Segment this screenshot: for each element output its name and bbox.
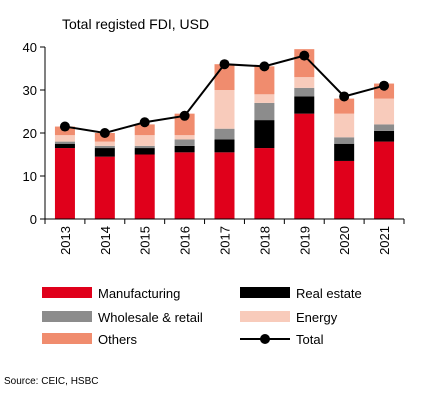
bar-segment-wholesale-retail xyxy=(374,124,395,131)
bar-segment-energy xyxy=(214,90,235,129)
bar-segment-wholesale-retail xyxy=(254,102,275,121)
legend-swatch xyxy=(42,333,92,344)
total-point xyxy=(99,128,110,138)
y-tick-label: 0 xyxy=(30,212,37,227)
total-point xyxy=(59,121,70,132)
bar-segment-manufacturing xyxy=(54,148,75,219)
bar-segment-energy xyxy=(374,98,395,125)
bar-segment-real-estate xyxy=(214,139,235,153)
bar-segment-manufacturing xyxy=(334,160,355,219)
x-tick-label: 2013 xyxy=(58,226,73,255)
y-axis: 0 10 20 30 40 xyxy=(23,40,46,227)
total-point xyxy=(339,91,350,102)
bar-segment-energy xyxy=(134,135,155,146)
legend-label: Others xyxy=(98,332,138,347)
total-point xyxy=(179,110,190,121)
x-tick-label: 2018 xyxy=(257,226,272,255)
bar-segment-real-estate xyxy=(174,145,195,153)
bar-segment-real-estate xyxy=(254,120,275,149)
x-tick-label: 2019 xyxy=(297,226,312,255)
y-tick-label: 10 xyxy=(23,169,37,184)
legend-label: Energy xyxy=(296,310,338,325)
bar-segment-others xyxy=(134,124,155,136)
bar-segment-others xyxy=(254,66,275,95)
chart-title: Total registed FDI, USD xyxy=(62,16,209,32)
bar-segment-energy xyxy=(94,141,115,146)
bar-segment-wholesale-retail xyxy=(134,145,155,149)
x-tick-label: 2015 xyxy=(138,226,153,255)
legend-line-marker xyxy=(260,334,270,344)
bar-segment-others xyxy=(334,98,355,114)
legend-label: Wholesale & retail xyxy=(98,310,203,325)
legend-label: Real estate xyxy=(296,286,362,301)
bar-segment-wholesale-retail xyxy=(334,137,355,144)
legend-label: Total xyxy=(296,332,324,347)
legend: Manufacturing Real estate Wholesale & reta… xyxy=(42,286,362,347)
bar-segment-real-estate xyxy=(54,143,75,149)
bar-segment-manufacturing xyxy=(374,141,395,219)
bar-segment-real-estate xyxy=(134,148,155,155)
legend-swatch xyxy=(240,311,290,322)
legend-swatch xyxy=(42,287,92,298)
bar-segment-manufacturing xyxy=(94,156,115,219)
bar-segment-manufacturing xyxy=(134,154,155,219)
bar-segment-wholesale-retail xyxy=(214,128,235,140)
x-axis: 2013 2014 2015 2016 2017 2018 2019 2020 2021 xyxy=(44,218,405,255)
legend-swatch xyxy=(240,287,290,298)
y-tick-label: 20 xyxy=(23,126,37,141)
x-tick-label: 2014 xyxy=(98,226,113,255)
bar-segment-wholesale-retail xyxy=(54,141,75,144)
x-tick-label: 2020 xyxy=(337,226,352,255)
bar-segment-real-estate xyxy=(374,130,395,142)
bar-segment-manufacturing xyxy=(254,148,275,219)
bar-segment-wholesale-retail xyxy=(94,145,115,149)
total-point xyxy=(219,59,230,70)
bar-segment-energy xyxy=(254,94,275,103)
y-tick-label: 30 xyxy=(23,83,37,98)
bar-segment-wholesale-retail xyxy=(174,139,195,146)
bar-segment-energy xyxy=(294,77,315,88)
x-tick-label: 2021 xyxy=(377,226,392,255)
x-tick-label: 2016 xyxy=(178,226,193,255)
source-note: Source: CEIC, HSBC xyxy=(4,376,99,387)
bar-segment-others xyxy=(174,113,195,136)
total-point xyxy=(259,61,270,72)
bar-segment-real-estate xyxy=(94,148,115,157)
bar-segment-manufacturing xyxy=(174,152,195,219)
bar-segment-manufacturing xyxy=(214,152,235,219)
x-tick-label: 2017 xyxy=(218,226,233,255)
total-point xyxy=(139,117,150,128)
total-point xyxy=(379,80,390,91)
y-tick-label: 40 xyxy=(23,40,37,55)
bar-segment-real-estate xyxy=(294,96,315,114)
legend-swatch xyxy=(42,311,92,322)
legend-label: Manufacturing xyxy=(98,286,180,301)
bar-segment-energy xyxy=(174,135,195,140)
bar-segment-energy xyxy=(334,113,355,138)
bar-segment-real-estate xyxy=(334,143,355,161)
bar-segment-energy xyxy=(54,135,75,142)
total-line xyxy=(59,50,390,138)
total-point xyxy=(299,50,310,61)
bar-segment-wholesale-retail xyxy=(294,87,315,97)
bar-segment-manufacturing xyxy=(294,113,315,219)
